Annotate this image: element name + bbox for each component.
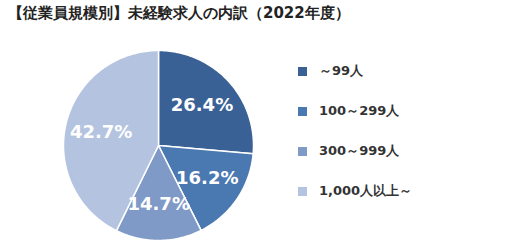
html-text:1,000人以上～: 1,000人以上～ [319, 183, 413, 198]
html-text:300～999人: 300～999人 [319, 143, 400, 158]
svg-text:26.4%: 26.4% [171, 94, 233, 115]
html-text:【従業員規模別】未経験求人の内訳（2022年度）: 【従業員規模別】未経験求人の内訳（2022年度） [8, 4, 350, 22]
svg-text:42.7%: 42.7% [70, 121, 132, 142]
svg-text:14.7%: 14.7% [127, 193, 189, 214]
html-text:～99人: ～99人 [319, 63, 364, 78]
svg-text:16.2%: 16.2% [176, 167, 238, 188]
html-text:100～299人: 100～299人 [319, 103, 400, 118]
